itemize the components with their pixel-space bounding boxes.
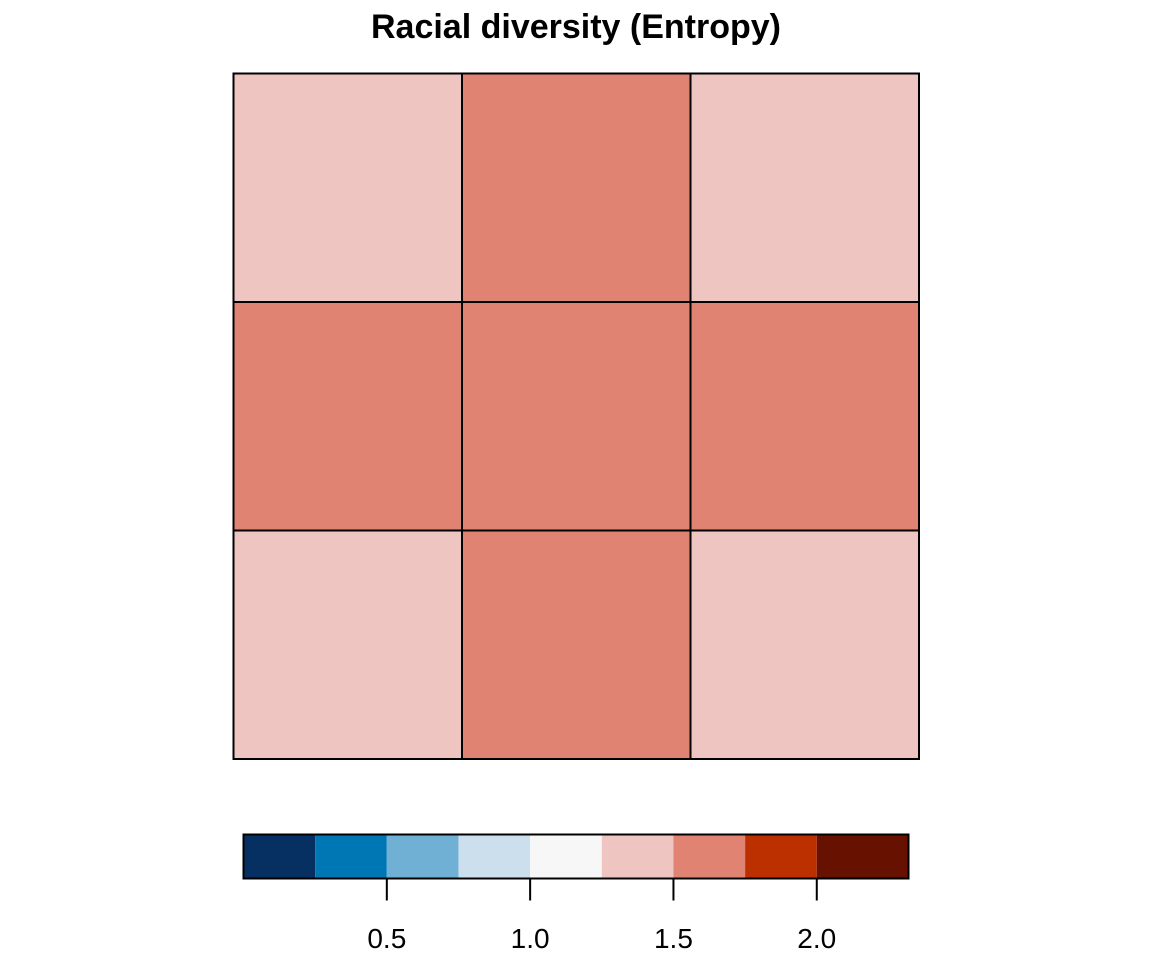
heatmap-cell-r2-c3 xyxy=(689,301,920,532)
colorbar-segment-2 xyxy=(315,834,387,879)
colorbar-segment-6 xyxy=(601,834,674,879)
colorbar-border xyxy=(242,833,910,880)
colorbar-segment-3 xyxy=(386,834,459,879)
heatmap-cell-r1-c2 xyxy=(461,72,692,303)
colorbar-tick-label-2: 1.0 xyxy=(511,923,550,954)
colorbar-segment-9 xyxy=(816,834,909,879)
heatmap-grid xyxy=(232,72,920,760)
colorbar: 0.5 1.0 1.5 2.0 xyxy=(242,833,910,954)
heatmap-cell-r2-c1 xyxy=(232,301,463,532)
heatmap-cell-r1-c1 xyxy=(232,72,463,303)
colorbar-segment-4 xyxy=(458,834,531,879)
colorbar-segment-8 xyxy=(745,834,817,879)
chart-title: Racial diversity (Entropy) xyxy=(371,8,781,46)
colorbar-tick-label-4: 2.0 xyxy=(797,923,836,954)
heatmap-cell-r3-c2 xyxy=(461,529,692,760)
colorbar-segment-1 xyxy=(243,834,316,879)
colorbar-tick-label-3: 1.5 xyxy=(654,923,693,954)
colorbar-segment-5 xyxy=(530,834,602,879)
heatmap-cell-r3-c1 xyxy=(232,529,463,760)
heatmap-cell-r2-c2 xyxy=(461,301,692,532)
colorbar-tick-label-1: 0.5 xyxy=(367,923,406,954)
heatmap-cell-r3-c3 xyxy=(689,529,920,760)
heatmap-cell-r1-c3 xyxy=(689,72,920,303)
colorbar-segment-7 xyxy=(673,834,746,879)
